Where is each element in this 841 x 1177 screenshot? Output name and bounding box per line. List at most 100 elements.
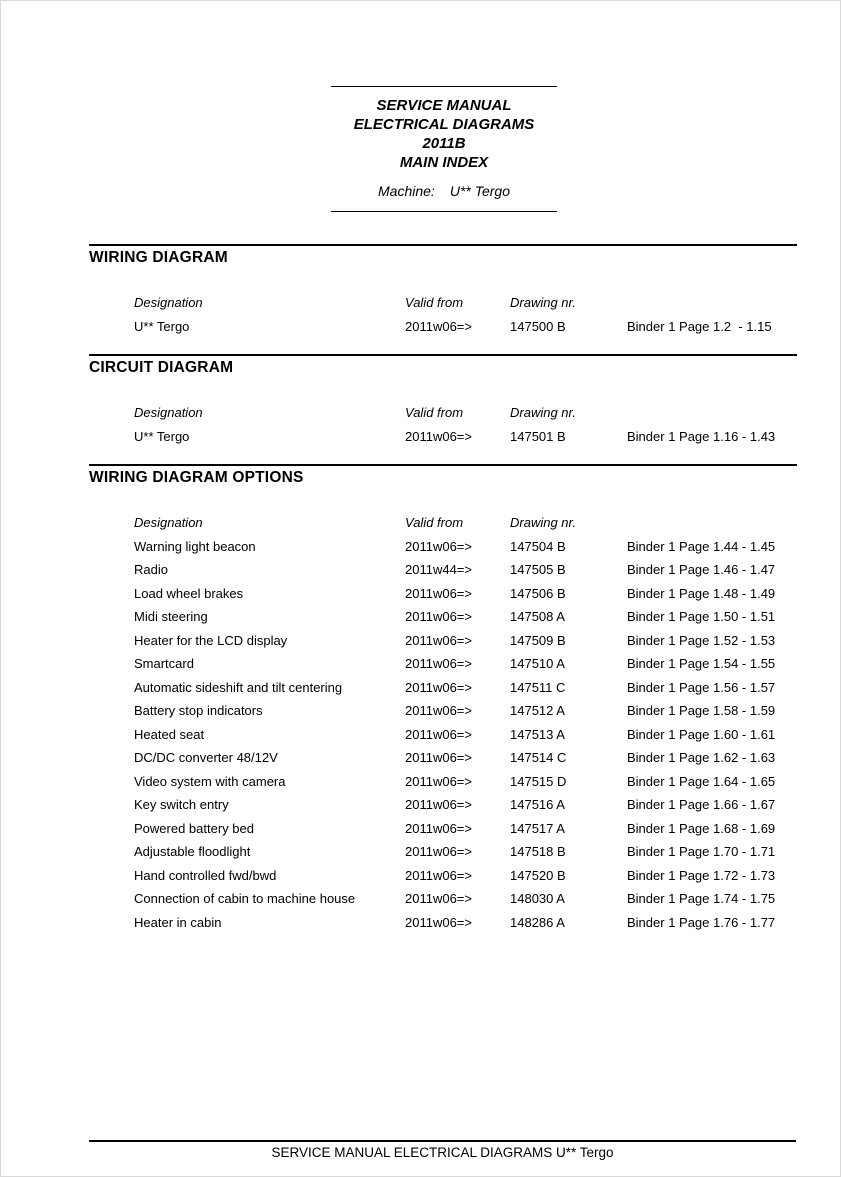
cell-designation: U** Tergo <box>134 318 190 334</box>
cell-valid-from: 2011w06=> <box>405 538 472 554</box>
cell-valid-from: 2011w06=> <box>405 891 472 906</box>
section: WIRING DIAGRAM Designation Valid from Dr… <box>89 244 797 338</box>
machine-line: Machine: U** Tergo <box>331 183 557 200</box>
cell-binder: Binder 1 Page 1.58 - 1.59 <box>627 703 776 718</box>
cell-designation: Heater in cabin <box>134 914 222 930</box>
cell-binder: Binder 1 Page 1.74 - 1.75 <box>627 891 776 906</box>
section: WIRING DIAGRAM OPTIONS Designation Valid… <box>89 464 797 934</box>
table-row: Battery stop indicators 2011w06=> 147512 A… <box>134 699 797 723</box>
cell-designation: Load wheel brakes <box>134 585 244 601</box>
table-row: U** Tergo 2011w06=> 147500 B Binder 1 Page … <box>134 315 797 339</box>
section: CIRCUIT DIAGRAM Designation Valid from D… <box>89 354 797 448</box>
machine-value: U** Tergo <box>449 183 510 199</box>
cell-designation: Battery stop indicators <box>134 703 263 718</box>
cell-binder: Binder 1 Page 1.60 - 1.61 <box>627 726 776 742</box>
cell-drawing-nr: 147515 D <box>510 773 567 789</box>
cell-binder: Binder 1 Page 1.44 - 1.45 <box>627 538 776 554</box>
table-row: Heater in cabin 2011w06=> 148286 A Binder 1… <box>134 911 797 935</box>
cell-valid-from: 2011w06=> <box>405 428 472 444</box>
table-row: U** Tergo 2011w06=> 147501 B Binder 1 Page … <box>134 425 797 449</box>
cell-drawing-nr: 147506 B <box>510 585 566 601</box>
cell-binder: Binder 1 Page 1.66 - 1.67 <box>627 797 776 812</box>
cell-binder: Binder 1 Page 1.62 - 1.63 <box>627 750 776 765</box>
column-header-drawing-nr: Drawing nr. <box>510 405 576 420</box>
title-box: SERVICE MANUAL ELECTRICAL DIAGRAMS 2011B… <box>331 86 557 212</box>
section-title: WIRING DIAGRAM OPTIONS <box>89 469 304 486</box>
cell-drawing-nr: 148286 A <box>510 914 565 930</box>
column-header-spacer <box>627 401 797 425</box>
column-header-drawing-nr: Drawing nr. <box>510 515 576 530</box>
cell-drawing-nr: 147514 C <box>510 750 567 765</box>
cell-binder: Binder 1 Page 1.52 - 1.53 <box>627 632 776 648</box>
cell-designation: Smartcard <box>134 656 194 671</box>
cell-valid-from: 2011w06=> <box>405 844 472 859</box>
index-sections: WIRING DIAGRAM Designation Valid from Dr… <box>89 244 797 950</box>
cell-binder: Binder 1 Page 1.56 - 1.57 <box>627 679 776 695</box>
cell-drawing-nr: 147512 A <box>510 703 565 718</box>
cell-designation: Radio <box>134 562 168 577</box>
cell-drawing-nr: 147520 B <box>510 867 566 883</box>
table-row: Midi steering 2011w06=> 147508 A Binder 1 P… <box>134 605 797 629</box>
page-footer: SERVICE MANUAL ELECTRICAL DIAGRAMS U** T… <box>89 1140 796 1164</box>
section-table: Designation Valid from Drawing nr. U** T… <box>89 401 797 448</box>
table-row: Key switch entry 2011w06=> 147516 A Binder … <box>134 793 797 817</box>
table-row: Load wheel brakes 2011w06=> 147506 B Binder… <box>134 582 797 606</box>
column-header-valid-from: Valid from <box>405 515 464 530</box>
cell-designation: Adjustable floodlight <box>134 844 251 859</box>
column-header-designation: Designation <box>134 405 203 420</box>
cell-valid-from: 2011w06=> <box>405 656 472 671</box>
cell-drawing-nr: 147511 C <box>510 679 566 695</box>
cell-designation: Powered battery bed <box>134 820 254 836</box>
cell-designation: Key switch entry <box>134 797 229 812</box>
cell-valid-from: 2011w06=> <box>405 609 472 624</box>
column-header-valid-from: Valid from <box>405 295 464 310</box>
section-table: Designation Valid from Drawing nr. U** T… <box>89 291 797 338</box>
column-header-spacer <box>627 291 797 315</box>
column-header-drawing-nr: Drawing nr. <box>510 295 576 310</box>
cell-designation: Video system with camera <box>134 773 286 789</box>
cell-valid-from: 2011w06=> <box>405 750 472 765</box>
table-row: Heated seat 2011w06=> 147513 A Binder 1 Pag… <box>134 723 797 747</box>
title-line-2: ELECTRICAL DIAGRAMS <box>353 116 535 133</box>
cell-valid-from: 2011w06=> <box>405 914 472 930</box>
cell-valid-from: 2011w06=> <box>405 797 472 812</box>
cell-designation: Hand controlled fwd/bwd <box>134 867 277 883</box>
column-header-valid-from: Valid from <box>405 405 464 420</box>
cell-valid-from: 2011w06=> <box>405 820 472 836</box>
cell-valid-from: 2011w06=> <box>405 726 472 742</box>
cell-binder: Binder 1 Page 1.76 - 1.77 <box>627 914 776 930</box>
table-row: Heater for the LCD display 2011w06=> 14750… <box>134 629 797 653</box>
machine-label: Machine: <box>378 183 435 199</box>
cell-binder: Binder 1 Page 1.46 - 1.47 <box>627 562 776 577</box>
cell-valid-from: 2011w06=> <box>405 585 472 601</box>
cell-drawing-nr: 147516 A <box>510 797 565 812</box>
table-row: Automatic sideshift and tilt centering 20… <box>134 676 797 700</box>
cell-drawing-nr: 147509 B <box>510 632 566 648</box>
cell-drawing-nr: 147518 B <box>510 844 566 859</box>
cell-designation: Heater for the LCD display <box>134 632 288 648</box>
cell-drawing-nr: 147513 A <box>510 726 565 742</box>
title-line-1: SERVICE MANUAL <box>376 97 512 114</box>
cell-valid-from: 2011w44=> <box>405 562 472 577</box>
cell-binder: Binder 1 Page 1.72 - 1.73 <box>627 867 776 883</box>
section-title: CIRCUIT DIAGRAM <box>89 359 234 376</box>
column-header-spacer <box>627 511 797 535</box>
cell-valid-from: 2011w06=> <box>405 679 472 695</box>
table-row: Hand controlled fwd/bwd 2011w06=> 147520 B… <box>134 864 797 888</box>
cell-drawing-nr: 147510 A <box>510 656 565 671</box>
cell-designation: Automatic sideshift and tilt centering <box>134 679 343 695</box>
cell-valid-from: 2011w06=> <box>405 632 472 648</box>
cell-designation: U** Tergo <box>134 428 190 444</box>
column-header-designation: Designation <box>134 295 203 310</box>
cell-binder: Binder 1 Page 1.50 - 1.51 <box>627 609 776 624</box>
footer-text: SERVICE MANUAL ELECTRICAL DIAGRAMS U** T… <box>271 1145 614 1160</box>
table-header-row: Designation Valid from Drawing nr. <box>134 511 797 535</box>
table-row: Connection of cabin to machine house 2011… <box>134 887 797 911</box>
cell-drawing-nr: 147517 A <box>510 820 565 836</box>
cell-valid-from: 2011w06=> <box>405 318 472 334</box>
cell-drawing-nr: 147508 A <box>510 609 565 624</box>
table-header-row: Designation Valid from Drawing nr. <box>134 291 797 315</box>
cell-drawing-nr: 148030 A <box>510 891 565 906</box>
table-row: Radio 2011w44=> 147505 B Binder 1 Page 1.46… <box>134 558 797 582</box>
